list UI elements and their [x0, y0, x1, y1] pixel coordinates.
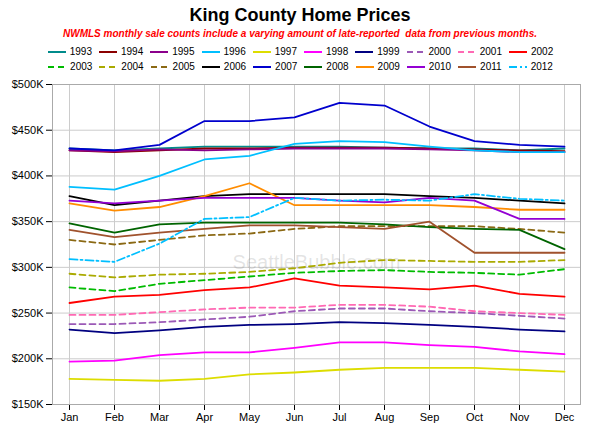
svg-text:$250K: $250K — [12, 307, 44, 319]
svg-text:$350K: $350K — [12, 215, 44, 227]
svg-text:$300K: $300K — [12, 261, 44, 273]
html-text:1999: 1999 — [377, 46, 400, 57]
html-text:2008: 2008 — [326, 61, 349, 72]
html-text:2006: 2006 — [223, 61, 247, 72]
html-text:2009: 2009 — [377, 61, 400, 72]
svg-text:Jun: Jun — [286, 411, 304, 423]
html-text:1994: 1994 — [121, 46, 144, 57]
svg-text:May: May — [239, 411, 260, 423]
html-text:2007: 2007 — [275, 61, 298, 72]
html-text:King County Home Prices: King County Home Prices — [189, 5, 411, 25]
html-text:1998: 1998 — [326, 46, 349, 57]
html-text:2010: 2010 — [428, 61, 452, 72]
html-text:1996: 1996 — [223, 46, 246, 57]
svg-text:Feb: Feb — [105, 411, 124, 423]
html-text:2004: 2004 — [121, 61, 144, 72]
svg-text:Oct: Oct — [466, 411, 483, 423]
svg-text:Dec: Dec — [555, 411, 575, 423]
html-text:2003: 2003 — [70, 61, 93, 72]
html-text:1993: 1993 — [69, 46, 92, 57]
html-text:1997: 1997 — [274, 46, 297, 57]
html-text:2011: 2011 — [480, 61, 502, 72]
html-text:2012: 2012 — [530, 61, 553, 72]
html-text:2000: 2000 — [428, 46, 451, 57]
svg-text:Nov: Nov — [510, 411, 530, 423]
html-text:2005: 2005 — [172, 61, 195, 72]
svg-text:$500K: $500K — [12, 78, 44, 90]
html-text:2002: 2002 — [531, 46, 554, 57]
svg-text:$400K: $400K — [12, 169, 44, 181]
svg-text:$150K: $150K — [12, 398, 44, 410]
svg-text:$450K: $450K — [12, 124, 44, 136]
svg-text:Mar: Mar — [150, 411, 169, 423]
svg-text:SeattleBubble.com: SeattleBubble.com — [233, 251, 401, 273]
svg-text:Sep: Sep — [420, 411, 440, 423]
svg-text:Jan: Jan — [61, 411, 79, 423]
html-text:2001: 2001 — [479, 46, 502, 57]
svg-text:Jul: Jul — [332, 411, 346, 423]
svg-text:Apr: Apr — [196, 411, 213, 423]
html-text:NWMLS monthly sale counts incl: NWMLS monthly sale counts include a vary… — [63, 28, 537, 39]
svg-text:$200K: $200K — [12, 352, 44, 364]
svg-text:Aug: Aug — [375, 411, 395, 423]
html-text:1995: 1995 — [172, 46, 195, 57]
